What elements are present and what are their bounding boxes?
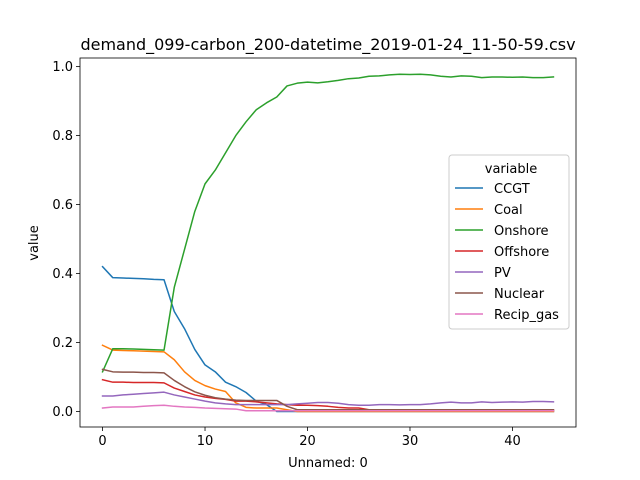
legend-label-recip-gas: Recip_gas (494, 308, 559, 323)
axes-frame (79, 57, 577, 428)
y-tick-label: 0.4 (52, 267, 73, 282)
legend-label-ccgt: CCGT (494, 182, 530, 197)
x-tick-label: 30 (402, 434, 419, 449)
y-tick-label: 0.6 (52, 198, 73, 213)
legend-label-onshore: Onshore (494, 224, 549, 239)
y-tick-label: 0.2 (52, 336, 73, 351)
legend-title: variable (485, 162, 537, 177)
x-tick-label: 40 (504, 434, 521, 449)
x-tick-label: 10 (197, 434, 214, 449)
legend-label-nuclear: Nuclear (494, 287, 545, 302)
series-line-nuclear (101, 368, 555, 411)
legend-label-offshore: Offshore (494, 245, 549, 260)
series-line-onshore (101, 73, 555, 373)
axes: 0 10 20 30 40 0.0 0.2 0.4 0.6 0.8 1.0 (52, 57, 577, 449)
y-tick-label: 0.8 (52, 129, 73, 144)
x-axis-label: Unnamed: 0 (288, 456, 368, 471)
legend-label-pv: PV (494, 266, 511, 281)
series-line-recip-gas (101, 404, 555, 412)
plot-area (101, 73, 555, 413)
y-tick-label: 1.0 (52, 60, 73, 75)
legend-label-coal: Coal (494, 203, 523, 218)
series-line-pv (101, 391, 555, 407)
y-axis-label: value (27, 225, 42, 261)
legend: variable CCGT Coal Onshore Offshore PV Nuclear… (448, 154, 570, 330)
chart-title: demand_099-carbon_200-datetime_2019-01-2… (80, 35, 575, 55)
x-tick-label: 0 (98, 434, 106, 449)
legend-box (448, 154, 570, 330)
y-tick-label: 0.0 (52, 405, 73, 420)
x-tick-label: 20 (299, 434, 316, 449)
